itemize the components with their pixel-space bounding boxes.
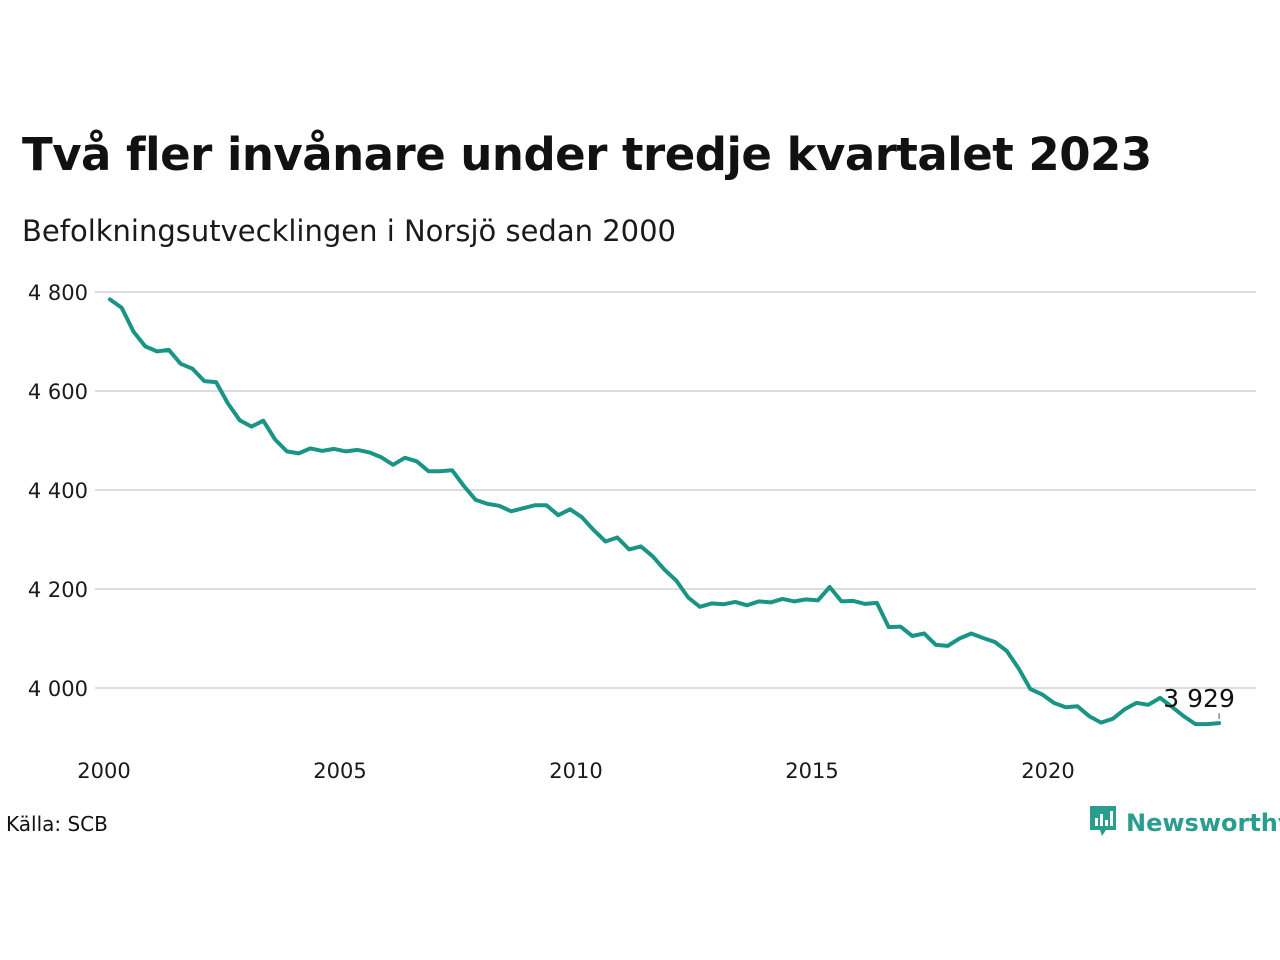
x-tick-label: 2020 [1021, 759, 1074, 783]
y-tick-label: 4 000 [28, 677, 88, 701]
chat-bubble-bar-chart-icon [1088, 804, 1118, 842]
x-tick-label: 2005 [313, 759, 366, 783]
x-axis-ticks: 2000 2005 2010 2015 2020 [77, 759, 1074, 783]
series-line [107, 297, 1222, 727]
y-tick-label: 4 200 [28, 578, 88, 602]
y-tick-label: 4 400 [28, 479, 88, 503]
y-axis-ticks: 4 000 4 200 4 400 4 600 4 800 [28, 281, 88, 701]
grid-lines [95, 291, 1256, 689]
x-tick-label: 2000 [77, 759, 130, 783]
x-tick-label: 2015 [785, 759, 838, 783]
end-value-label: 3 929 [1163, 684, 1235, 713]
y-tick-label: 4 800 [28, 281, 88, 305]
x-tick-label: 2010 [549, 759, 602, 783]
chart-title: Två fler invånare under tredje kvartalet… [22, 128, 1152, 181]
brand-name: Newsworthy [1126, 809, 1280, 837]
chart-subtitle: Befolkningsutvecklingen i Norsjö sedan 2… [22, 214, 677, 248]
y-tick-label: 4 600 [28, 380, 88, 404]
brand-logo[interactable]: Newsworthy [1088, 804, 1280, 842]
source-label: Källa: SCB [6, 812, 108, 836]
